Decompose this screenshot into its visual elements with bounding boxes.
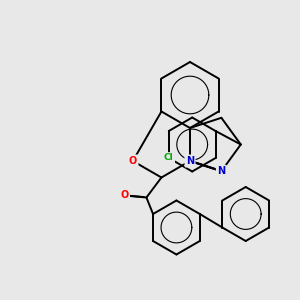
Text: O: O bbox=[120, 190, 128, 200]
Text: O: O bbox=[129, 156, 137, 166]
Text: Cl: Cl bbox=[164, 154, 174, 163]
Text: N: N bbox=[186, 156, 194, 166]
Text: N: N bbox=[217, 166, 225, 176]
